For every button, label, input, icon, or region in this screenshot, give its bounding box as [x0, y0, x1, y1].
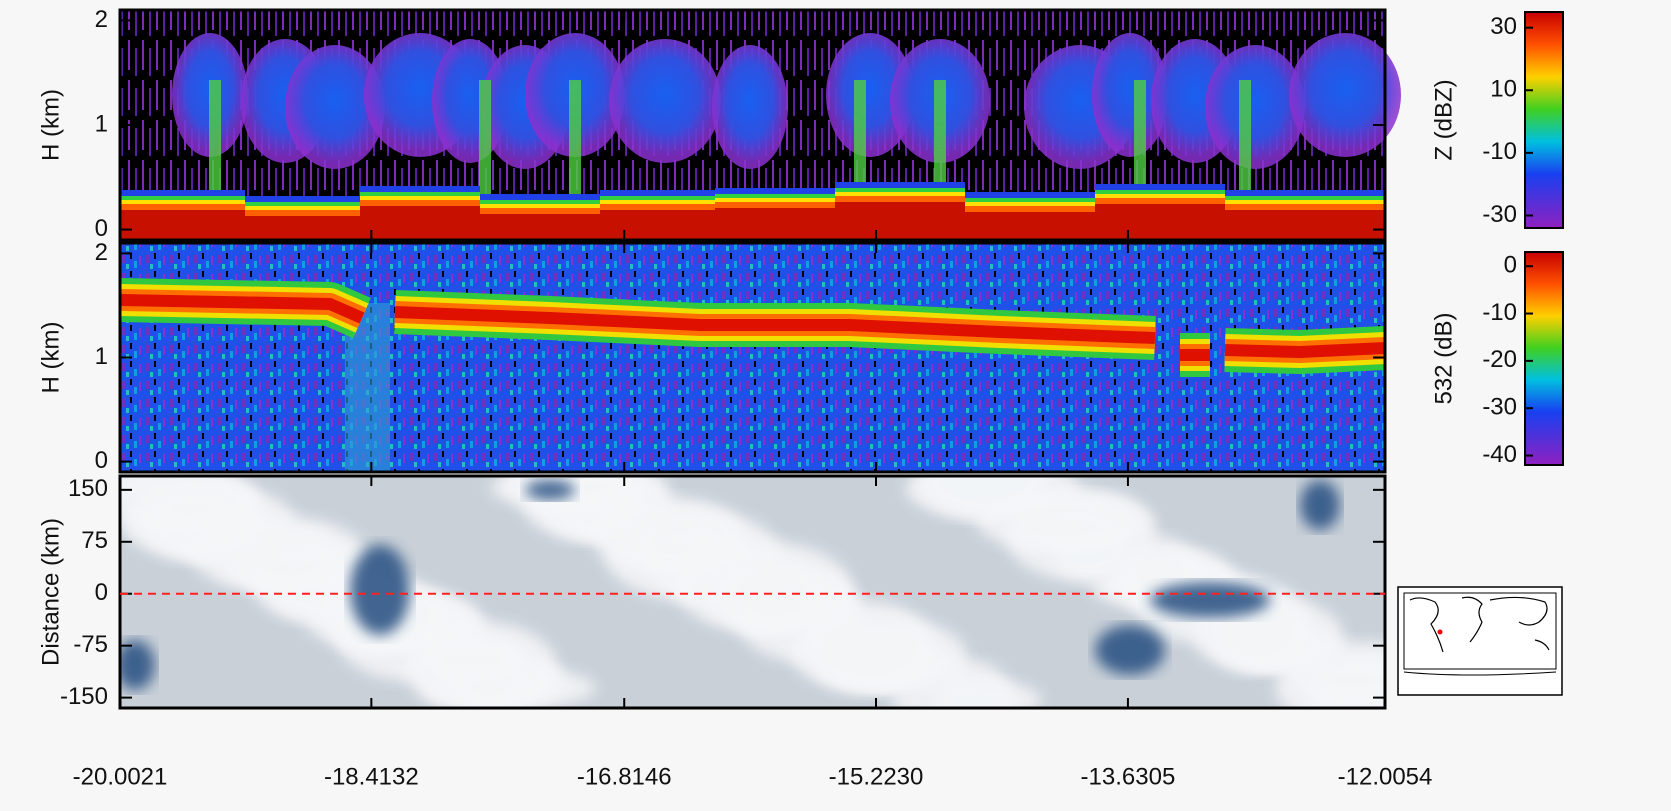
radar-surface: [965, 212, 1095, 240]
x-tick-label: -16.8146: [577, 763, 672, 790]
y-tick-label: 2: [95, 6, 108, 33]
y-tick-label: 0: [95, 447, 108, 474]
figure: 0 1 2 H (km) -30 -10 10 30 Z (dBZ) 0 1 2 H (km) -40 -3…: [0, 0, 1671, 811]
cloud: [890, 678, 1042, 722]
radar-surface: [120, 210, 245, 240]
radar-surface: [715, 208, 835, 240]
y-tick-label: 1: [95, 110, 108, 137]
imagery: [80, 10, 1457, 753]
colorbar-label: 532 (dB): [1430, 312, 1457, 404]
x-tick-label: -13.6305: [1081, 763, 1176, 790]
radar-surface: [1225, 210, 1385, 240]
cloud: [675, 541, 851, 633]
x-tick-label: -15.2230: [829, 763, 924, 790]
radar-surface: [245, 216, 360, 240]
colorbar-tick-label: -10: [1482, 138, 1517, 165]
y-tick-label: 2: [95, 239, 108, 266]
colorbar-tick-label: -20: [1482, 346, 1517, 373]
radar-column: [1239, 80, 1251, 200]
radar-plume: [1205, 45, 1305, 169]
ocean: [1300, 480, 1340, 530]
colorbar-tick-label: -30: [1482, 201, 1517, 228]
lidar-layer: [1225, 348, 1385, 352]
y-tick-label: -150: [60, 683, 108, 710]
colorbar-tick-label: -10: [1482, 299, 1517, 326]
ocean: [350, 545, 410, 635]
y-axis-label: H (km): [37, 322, 64, 394]
radar-surface: [480, 214, 600, 240]
locator-map: [1398, 587, 1562, 695]
cloud: [975, 491, 1151, 551]
y-tick-label: 150: [68, 475, 108, 502]
radar-column: [209, 80, 221, 200]
colorbar-tick-label: -40: [1482, 441, 1517, 468]
colorbar-tick-label: -30: [1482, 394, 1517, 421]
radar-surface: [835, 202, 965, 240]
y-tick-label: 1: [95, 343, 108, 370]
y-axis-label: Distance (km): [37, 518, 64, 666]
y-tick-label: -75: [73, 631, 108, 658]
radar-plume: [609, 39, 721, 163]
radar-column: [1134, 80, 1146, 200]
cloud: [420, 638, 524, 682]
colorbar-tick-label: 30: [1490, 13, 1517, 40]
ocean: [1150, 582, 1270, 618]
colorbar-tick-label: 10: [1490, 76, 1517, 103]
x-tick-label: -20.0021: [73, 763, 168, 790]
radar-plume: [712, 45, 788, 169]
y-axis-label: H (km): [37, 89, 64, 161]
colorbar-label: Z (dBZ): [1430, 79, 1457, 160]
ocean: [525, 480, 575, 500]
ocean: [1095, 625, 1165, 675]
y-tick-label: 0: [95, 579, 108, 606]
y-tick-label: 75: [81, 527, 108, 554]
x-tick-label: -12.0054: [1338, 763, 1433, 790]
x-tick-label: -18.4132: [324, 763, 419, 790]
colorbar: [1525, 252, 1563, 465]
colorbar-tick-label: 0: [1504, 252, 1517, 279]
radar-column: [569, 80, 581, 200]
page: {"chart_data": [ {"type": "heatmap", "yl…: [0, 0, 1671, 811]
colorbar: [1525, 12, 1563, 228]
radar-surface: [360, 206, 480, 240]
radar-surface: [1095, 204, 1225, 240]
cloud: [190, 516, 366, 592]
radar-surface: [600, 210, 715, 240]
radar-column: [479, 80, 491, 200]
